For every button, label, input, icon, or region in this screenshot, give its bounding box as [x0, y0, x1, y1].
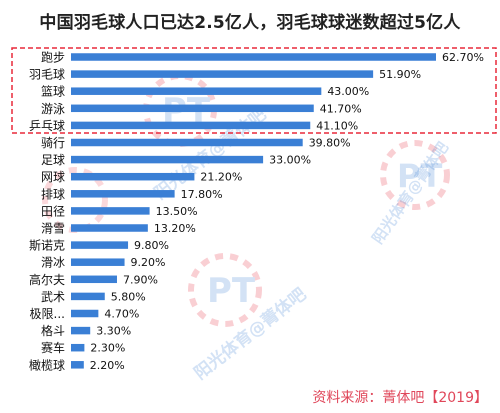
bar: [71, 258, 125, 266]
bars-group: 跑步 62.70% 羽毛球 51.90% 篮球 43.00% 游泳 41.70% 乒乓球 41.1…: [29, 51, 484, 373]
value-label: 39.80%: [309, 137, 351, 150]
value-label: 4.70%: [104, 308, 139, 321]
category-label: 网球: [41, 170, 65, 184]
value-label: 41.70%: [320, 102, 362, 115]
value-label: 51.90%: [379, 68, 421, 81]
bar: [71, 53, 436, 61]
bar: [71, 343, 85, 352]
value-label: 9.80%: [134, 239, 169, 252]
bar: [71, 70, 374, 78]
chart-title: 中国羽毛球人口已达2.5亿人，羽毛球球迷数超过5亿人: [39, 13, 461, 33]
value-label: 2.30%: [90, 342, 125, 355]
category-label: 橄榄球: [29, 357, 65, 372]
svg-text:PT: PT: [207, 271, 256, 311]
bar: [71, 275, 117, 284]
bar: [71, 241, 129, 249]
bar: [71, 292, 105, 301]
value-label: 3.30%: [96, 325, 131, 338]
category-label: 乒乓球: [29, 119, 65, 133]
value-label: 9.20%: [131, 256, 166, 269]
category-label: 骑行: [41, 136, 65, 150]
bar: [71, 224, 148, 232]
highlight-box: [11, 47, 497, 134]
value-label: 33.00%: [269, 154, 311, 167]
bar: [71, 138, 303, 147]
source-note: 资料来源：菁体吧【2019】: [312, 390, 488, 406]
category-label: 排球: [41, 187, 65, 201]
bar: [71, 326, 91, 335]
category-label: 田径: [41, 204, 65, 218]
category-label: 格斗: [41, 323, 65, 338]
bar: [71, 87, 322, 95]
category-label: 武术: [41, 290, 65, 304]
bar: [71, 121, 311, 130]
category-label: 极限...: [30, 307, 65, 321]
category-label: 篮球: [41, 84, 65, 99]
watermark-logo-right: PT: [380, 140, 450, 210]
watermark-logo-bottom: PT: [188, 253, 262, 327]
bar: [71, 190, 175, 198]
value-label: 13.50%: [156, 205, 198, 218]
category-label: 滑雪: [41, 222, 65, 236]
bar: [71, 309, 99, 318]
value-label: 41.10%: [316, 119, 358, 132]
value-label: 62.70%: [442, 51, 484, 64]
value-label: 5.80%: [111, 290, 146, 303]
value-label: 21.20%: [200, 171, 242, 184]
value-label: 7.90%: [123, 273, 158, 286]
category-label: 足球: [41, 153, 65, 167]
svg-text:PT: PT: [397, 157, 442, 195]
value-label: 43.00%: [327, 85, 369, 98]
value-label: 17.80%: [181, 188, 223, 201]
bar: [71, 207, 150, 215]
value-label: 13.20%: [154, 222, 196, 235]
category-label: 高尔夫: [29, 272, 65, 287]
category-label: 跑步: [41, 51, 65, 65]
category-label: 游泳: [41, 102, 65, 116]
category-label: 斯诺克: [29, 239, 65, 253]
bar: [71, 104, 314, 113]
bar: [71, 172, 195, 181]
category-label: 赛车: [41, 340, 65, 355]
category-label: 滑冰: [41, 256, 65, 270]
value-label: 2.20%: [90, 359, 125, 372]
category-label: 羽毛球: [29, 68, 65, 82]
bar: [71, 155, 264, 164]
bar: [71, 361, 84, 369]
